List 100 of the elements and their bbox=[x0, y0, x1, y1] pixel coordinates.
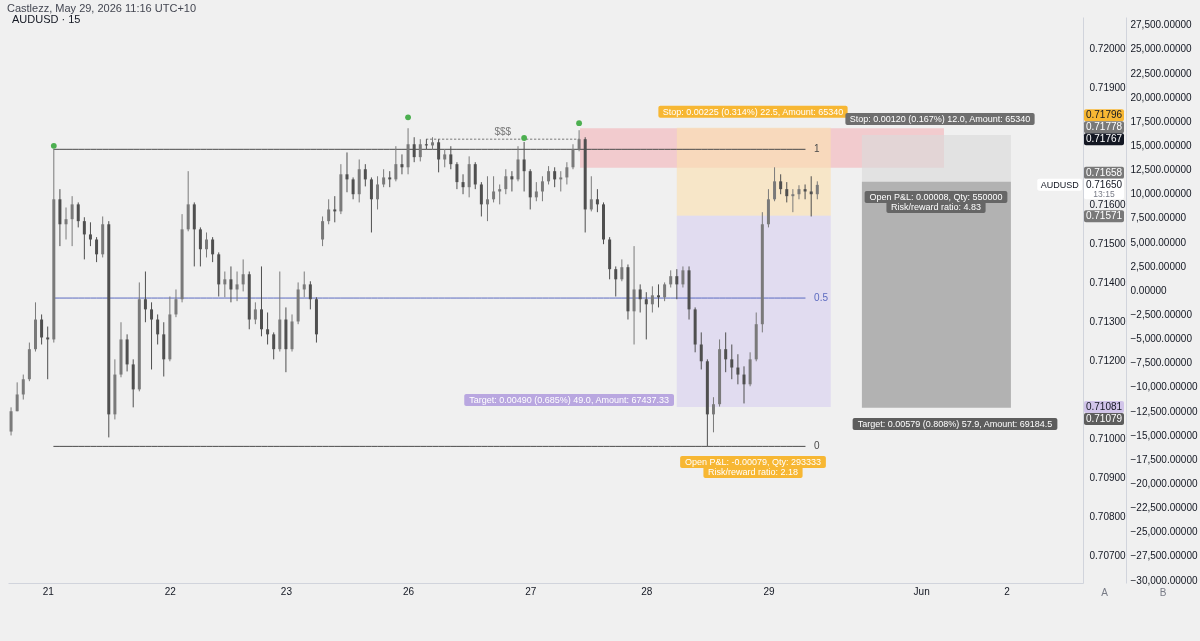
x-tick-label: 21 bbox=[42, 585, 55, 597]
candlestick bbox=[455, 161, 459, 190]
candlestick bbox=[400, 153, 404, 175]
text: Castlezz, May 29, 2026 11:16 UTC+10 bbox=[7, 2, 197, 14]
candlestick bbox=[369, 176, 373, 233]
candlestick bbox=[345, 151, 349, 193]
candlestick bbox=[174, 288, 178, 318]
band-label: Target: 0.00579 (0.808%) 57.9, Amount: 69184.5 bbox=[857, 419, 1053, 429]
y-tick-label: 0.70800 bbox=[1089, 511, 1127, 523]
y2-tick-label: −12,500.00000 bbox=[1130, 405, 1198, 417]
y2-tick-label: 7,500.00000 bbox=[1130, 212, 1187, 224]
annotation: Open P&L: -0.00079, Qty: 293333 bbox=[684, 457, 822, 467]
candlestick bbox=[150, 301, 154, 370]
candlestick bbox=[620, 258, 624, 282]
y2-tick-label: −10,000.00000 bbox=[1130, 381, 1198, 393]
y-tick-label: 0.70900 bbox=[1089, 472, 1127, 484]
y-tick-label: 0.71400 bbox=[1089, 276, 1127, 288]
candlestick bbox=[485, 175, 489, 222]
candlestick bbox=[302, 271, 306, 298]
candlestick bbox=[540, 175, 544, 202]
y2-tick-label: 15,000.00000 bbox=[1130, 139, 1193, 151]
y-tick-label: 0.72000 bbox=[1089, 42, 1127, 54]
candlestick bbox=[333, 195, 337, 223]
y2-tick-label: 25,000.00000 bbox=[1130, 43, 1193, 55]
candlestick bbox=[461, 173, 465, 195]
candlestick bbox=[473, 161, 477, 190]
candlestick bbox=[321, 215, 325, 247]
candlestick bbox=[46, 326, 50, 380]
candlestick bbox=[724, 331, 728, 373]
text: 0.71079 bbox=[1085, 412, 1123, 424]
candlestick bbox=[730, 344, 734, 380]
y2-tick-label: −27,500.00000 bbox=[1130, 550, 1198, 562]
candlestick bbox=[406, 127, 410, 175]
series-label: $$$ bbox=[494, 126, 512, 138]
candlestick bbox=[797, 184, 801, 200]
y-tick-label: 0.71200 bbox=[1089, 355, 1127, 366]
candlestick bbox=[70, 195, 74, 247]
y2-tick-label: 20,000.00000 bbox=[1130, 91, 1193, 103]
text: 0.71650 bbox=[1085, 178, 1123, 190]
candlestick bbox=[779, 173, 783, 195]
candlestick bbox=[809, 175, 813, 217]
candlestick bbox=[15, 381, 19, 412]
candlestick bbox=[571, 143, 575, 170]
candlestick bbox=[742, 365, 746, 404]
candlestick bbox=[351, 176, 355, 200]
y2-tick-label: 10,000.00000 bbox=[1130, 188, 1193, 200]
x-tick-label: 23 bbox=[280, 585, 293, 597]
candlestick bbox=[553, 166, 557, 188]
y2-tick-label: −2,500.00000 bbox=[1130, 308, 1193, 320]
y2-tick-label: 12,500.00000 bbox=[1130, 164, 1193, 176]
candlestick bbox=[657, 283, 660, 308]
series-label: 1 bbox=[814, 143, 821, 155]
candlestick bbox=[791, 188, 795, 213]
candlestick bbox=[21, 374, 25, 401]
candlestick bbox=[565, 161, 569, 185]
text: 0.71081 bbox=[1085, 400, 1123, 412]
band-label: Target: 0.00490 (0.685%) 49.0, Amount: 67437.33 bbox=[469, 395, 669, 405]
candlestick bbox=[614, 265, 618, 297]
candlestick bbox=[88, 221, 92, 247]
y2-tick-label: −22,500.00000 bbox=[1130, 502, 1198, 514]
annotation: AUDUSD bbox=[1040, 179, 1080, 190]
x-tick-label: 28 bbox=[641, 585, 653, 597]
y2-tick-label: 0.00000 bbox=[1130, 284, 1168, 296]
candlestick bbox=[235, 271, 239, 302]
y2-tick-label: −7,500.00000 bbox=[1130, 357, 1193, 369]
candlestick bbox=[504, 168, 508, 195]
candlestick bbox=[259, 265, 263, 337]
band-label: Stop: 0.00225 (0.314%) 22.5, Amount: 65340 bbox=[662, 106, 844, 117]
annotation: Risk/reward ratio: 4.83 bbox=[890, 202, 982, 212]
x-tick-label: 27 bbox=[525, 585, 537, 597]
candlestick bbox=[534, 181, 538, 202]
text: 0.71767 bbox=[1085, 133, 1123, 145]
candlestick bbox=[547, 165, 551, 185]
candlestick bbox=[308, 280, 312, 310]
candlestick bbox=[595, 188, 599, 213]
text: B bbox=[1159, 587, 1167, 598]
candlestick bbox=[773, 166, 777, 202]
candlestick bbox=[241, 258, 245, 292]
x-tick-label: Jun bbox=[913, 585, 930, 597]
y2-tick-label: −20,000.00000 bbox=[1130, 478, 1198, 490]
y2-tick-label: −17,500.00000 bbox=[1130, 453, 1198, 465]
annotation: Open P&L: 0.00008, Qty: 550000 bbox=[869, 192, 1003, 202]
y2-tick-label: 2,500.00000 bbox=[1130, 260, 1187, 272]
candlestick bbox=[711, 396, 715, 433]
y2-tick-label: 27,500.00000 bbox=[1130, 19, 1193, 31]
candlestick bbox=[479, 181, 483, 217]
candlestick bbox=[577, 129, 581, 152]
candlestick bbox=[156, 313, 160, 345]
candlestick bbox=[663, 281, 667, 302]
candlestick bbox=[589, 175, 593, 212]
candlestick bbox=[266, 311, 270, 345]
x-tick-label: 2 bbox=[1004, 585, 1011, 597]
candlestick bbox=[650, 285, 654, 313]
y-tick-label: 0.71900 bbox=[1089, 81, 1127, 93]
series-label: 0.5 bbox=[814, 292, 829, 304]
candlestick bbox=[394, 145, 398, 182]
candlestick bbox=[76, 201, 80, 228]
candlestick bbox=[376, 175, 380, 210]
candlestick bbox=[492, 175, 496, 203]
text: 0.71571 bbox=[1085, 210, 1123, 222]
